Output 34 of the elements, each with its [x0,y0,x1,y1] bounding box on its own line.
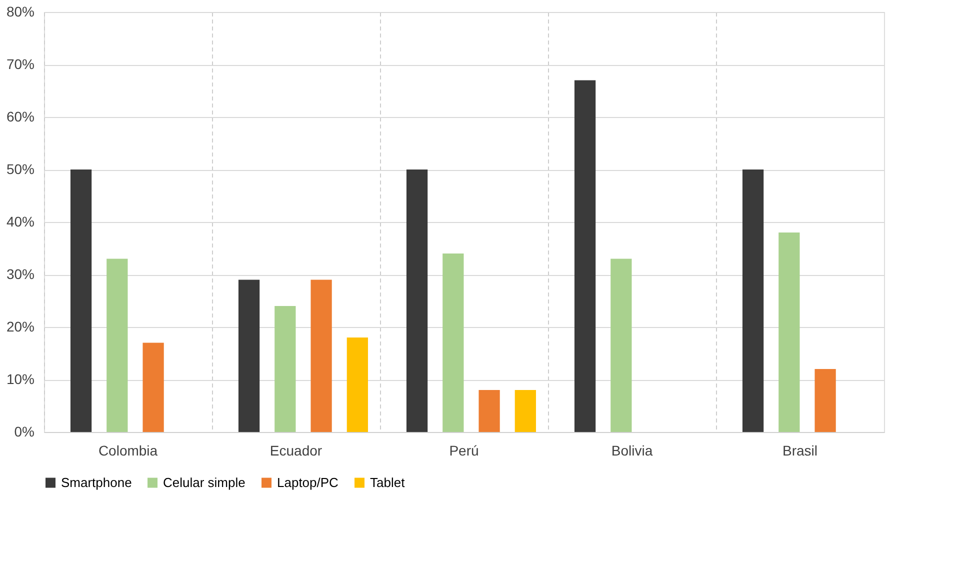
bar [610,258,632,432]
bar [238,280,260,432]
bar [406,170,428,432]
y-tick-label: 20% [6,318,34,334]
bar [274,306,296,432]
bar [742,170,764,432]
y-tick-label: 50% [6,161,34,177]
y-tick-label: 40% [6,214,34,230]
y-tick-label: 80% [6,4,34,20]
legend-label: Celular simple [163,474,246,490]
x-tick-label: Perú [449,442,479,458]
bar [442,254,464,432]
x-tick-label: Brasil [782,442,818,458]
bar [310,280,332,432]
bar [106,258,128,432]
x-tick-label: Bolivia [611,442,653,458]
legend-label: Smartphone [61,474,132,490]
bar [346,338,368,432]
x-tick-label: Colombia [98,442,158,458]
y-tick-label: 30% [6,266,34,282]
bar [778,232,800,432]
legend-label: Laptop/PC [277,474,338,490]
bar [814,369,836,432]
bar [574,80,596,432]
x-tick-label: Ecuador [270,442,322,458]
y-tick-label: 70% [6,56,34,72]
legend-label: Tablet [370,474,406,490]
bar [478,390,500,432]
bar [142,342,164,432]
y-tick-label: 60% [6,108,34,124]
y-tick-label: 10% [6,371,34,387]
bar [514,390,536,432]
bar [70,170,92,432]
y-tick-label: 0% [14,424,34,440]
